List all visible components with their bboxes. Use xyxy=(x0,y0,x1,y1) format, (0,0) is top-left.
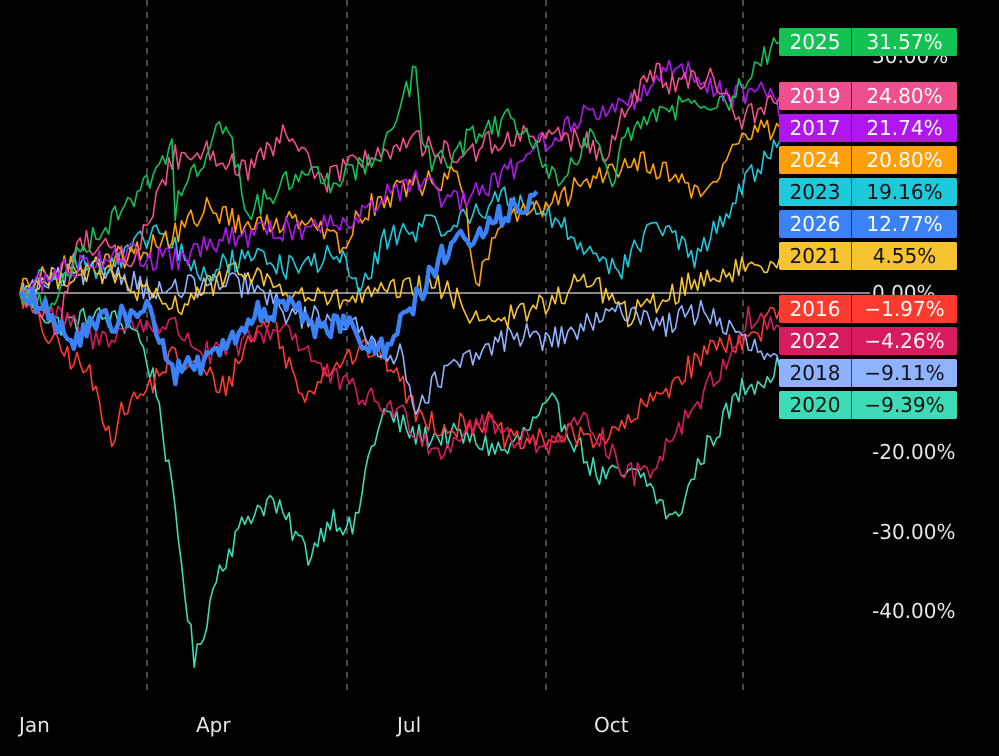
value-tag-2024: 2024 20.80% xyxy=(779,146,957,174)
y-tick-neg30: -30.00% xyxy=(872,520,956,544)
value-tag-percent: −4.26% xyxy=(864,329,945,353)
value-tag-2017: 2017 21.74% xyxy=(779,114,957,142)
series-line-2016 xyxy=(19,292,781,450)
value-tag-2026: 2026 12.77% xyxy=(779,210,957,238)
value-tag-year: 2025 xyxy=(779,28,852,56)
series-line-2019 xyxy=(19,62,781,336)
value-tag-year: 2021 xyxy=(779,242,852,270)
y-tick-neg40: -40.00% xyxy=(872,599,956,623)
series-line-2022 xyxy=(19,292,781,487)
value-tag-2025: 2025 31.57% xyxy=(779,28,957,56)
x-tick-apr: Apr xyxy=(196,713,231,737)
value-tag-2018: 2018 −9.11% xyxy=(779,359,957,387)
value-tag-year: 2016 xyxy=(779,295,852,323)
value-tag-percent: 21.74% xyxy=(866,116,943,140)
value-tag-2022: 2022 −4.26% xyxy=(779,327,957,355)
x-tick-jul: Jul xyxy=(397,713,422,737)
x-tick-jan: Jan xyxy=(19,713,50,737)
value-tag-2023: 2023 19.16% xyxy=(779,178,957,206)
series-lines xyxy=(18,37,781,669)
series-line-2024 xyxy=(19,119,781,294)
value-tag-year: 2018 xyxy=(779,359,852,387)
series-line-2026 xyxy=(18,190,539,387)
value-tag-percent: 24.80% xyxy=(866,84,943,108)
value-tag-percent: −9.39% xyxy=(864,393,945,417)
value-tag-percent: −1.97% xyxy=(864,297,945,321)
value-tag-percent: −9.11% xyxy=(864,361,945,385)
x-tick-oct: Oct xyxy=(594,713,629,737)
value-tag-year: 2017 xyxy=(779,114,852,142)
value-tag-percent: 12.77% xyxy=(866,212,943,236)
series-line-2017 xyxy=(19,59,781,296)
value-tag-percent: 31.57% xyxy=(866,30,943,54)
value-tag-2020: 2020 −9.39% xyxy=(779,391,957,419)
value-tag-year: 2022 xyxy=(779,327,852,355)
value-tag-percent: 19.16% xyxy=(866,180,943,204)
value-tag-year: 2023 xyxy=(779,178,852,206)
value-tag-percent: 4.55% xyxy=(872,244,937,268)
series-line-2021 xyxy=(19,256,781,329)
y-tick-neg20: -20.00% xyxy=(872,440,956,464)
value-tag-2019: 2019 24.80% xyxy=(779,82,957,110)
series-line-2023 xyxy=(19,139,781,295)
value-tag-percent: 20.80% xyxy=(866,148,943,172)
series-line-2018 xyxy=(19,258,781,416)
value-tag-2016: 2016 −1.97% xyxy=(779,295,957,323)
value-tag-year: 2020 xyxy=(779,391,852,419)
series-line-2025 xyxy=(19,37,781,314)
value-tag-year: 2019 xyxy=(779,82,852,110)
value-tag-2021: 2021 4.55% xyxy=(779,242,957,270)
value-tag-year: 2026 xyxy=(779,210,852,238)
grid-lines xyxy=(146,0,744,692)
series-line-2020 xyxy=(19,289,781,669)
value-tag-year: 2024 xyxy=(779,146,852,174)
